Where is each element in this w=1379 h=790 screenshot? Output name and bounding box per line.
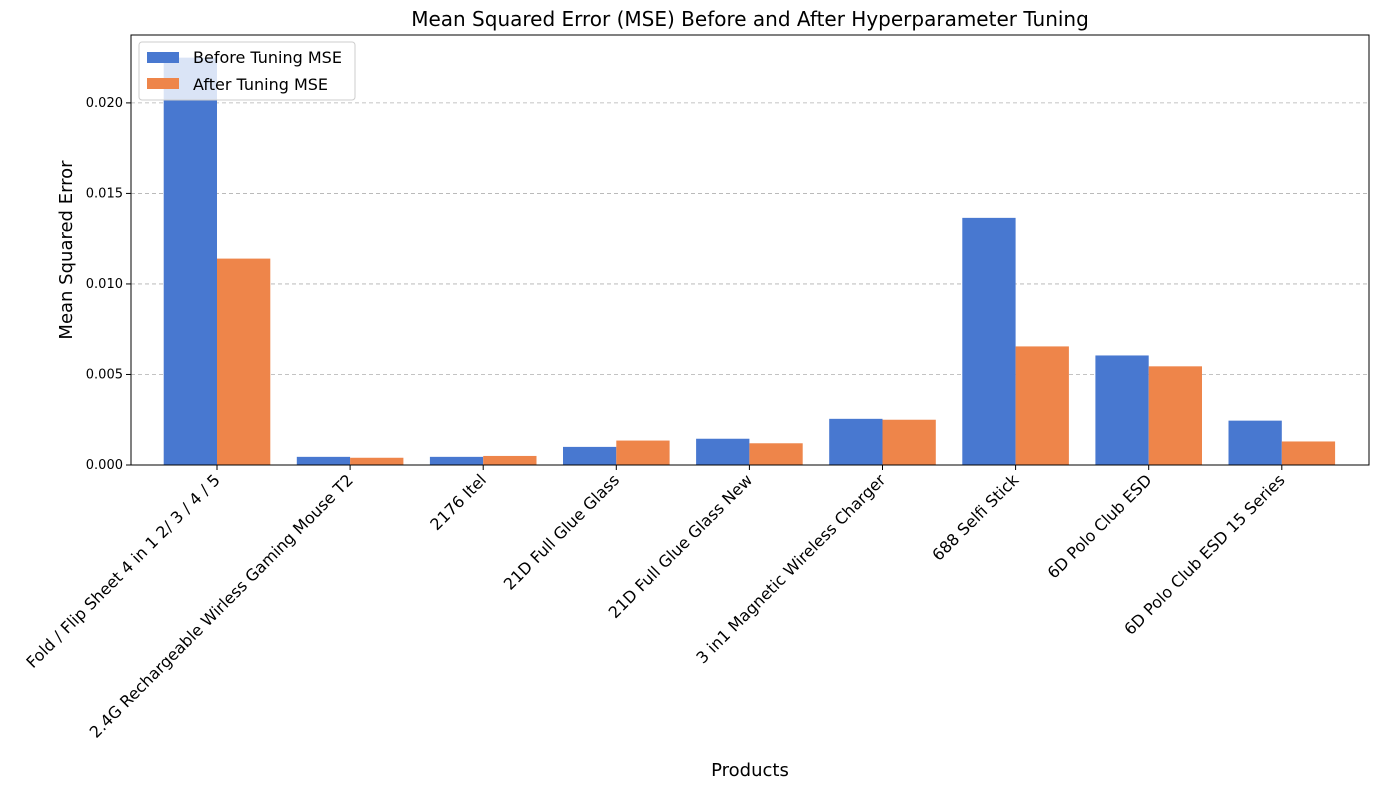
bars bbox=[163, 57, 1336, 465]
x-axis-label: Products bbox=[711, 760, 789, 781]
x-tick-label: 21D Full Glue Glass New bbox=[605, 470, 757, 622]
bar-before bbox=[429, 456, 484, 465]
legend: Before Tuning MSE After Tuning MSE bbox=[138, 41, 356, 101]
x-tick-label: 6D Polo Club ESD 15 Series bbox=[1120, 470, 1288, 638]
bar-after bbox=[1015, 346, 1069, 465]
bar-before bbox=[1228, 420, 1282, 465]
y-tick-label: 0.000 bbox=[86, 458, 123, 473]
bar-before bbox=[1095, 355, 1149, 465]
bar-after bbox=[350, 457, 404, 465]
x-tick-label: 688 Selfi Stick bbox=[928, 470, 1023, 565]
y-tick-label: 0.020 bbox=[86, 96, 123, 111]
chart-title: Mean Squared Error (MSE) Before and Afte… bbox=[411, 7, 1089, 31]
bar-after bbox=[1281, 441, 1336, 465]
bar-before bbox=[829, 418, 883, 465]
bar-after bbox=[882, 419, 936, 465]
bar-after bbox=[749, 443, 803, 465]
y-axis: 0.000 0.005 0.010 0.015 0.020 bbox=[86, 96, 131, 473]
y-tick-label: 0.005 bbox=[86, 367, 123, 382]
y-axis-label: Mean Squared Error bbox=[56, 160, 77, 340]
bar-before bbox=[163, 57, 217, 465]
x-axis: Fold / Flip Sheet 4 in 1 2/ 3 / 4 / 52.4… bbox=[22, 465, 1289, 742]
x-tick-label: 21D Full Glue Glass bbox=[500, 470, 623, 593]
bar-before bbox=[962, 217, 1016, 465]
legend-swatch-after bbox=[147, 78, 179, 89]
bar-before bbox=[296, 456, 351, 465]
bar-after bbox=[1148, 366, 1202, 465]
x-tick-label: 2.4G Rechargeable Wirless Gaming Mouse T… bbox=[86, 470, 357, 741]
legend-label-before: Before Tuning MSE bbox=[193, 48, 342, 67]
bar-before bbox=[563, 446, 617, 465]
bar-after bbox=[217, 258, 271, 465]
x-tick-label: 6D Polo Club ESD bbox=[1044, 470, 1156, 582]
x-tick-label: 2176 Itel bbox=[426, 470, 490, 534]
y-tick-label: 0.015 bbox=[86, 186, 123, 201]
plot-frame bbox=[130, 34, 1370, 466]
legend-label-after: After Tuning MSE bbox=[193, 75, 328, 94]
bar-before bbox=[696, 438, 750, 465]
grid bbox=[131, 102, 1369, 375]
bar-after bbox=[483, 455, 537, 465]
bar-after bbox=[616, 440, 670, 465]
legend-frame bbox=[138, 41, 356, 101]
legend-swatch-before bbox=[147, 52, 179, 63]
y-tick-label: 0.010 bbox=[86, 277, 123, 292]
